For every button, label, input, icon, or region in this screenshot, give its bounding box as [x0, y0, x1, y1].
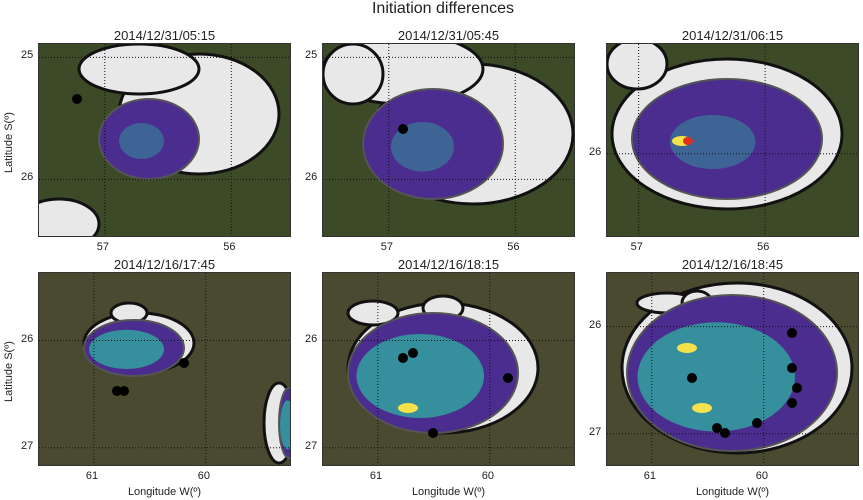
x-tick-label: 56	[757, 241, 770, 253]
initiation-marker	[72, 94, 82, 104]
high-value	[677, 343, 697, 353]
convective-core	[89, 329, 164, 369]
initiation-marker	[752, 418, 762, 428]
x-axis-label: Longitude W(º)	[695, 486, 770, 498]
x-tick-label: 61	[643, 470, 657, 482]
x-axis-label: Longitude W(º)	[411, 486, 486, 498]
initiation-marker	[503, 373, 513, 383]
map-image	[39, 273, 290, 465]
initiation-marker	[787, 398, 797, 408]
map-panel	[606, 43, 859, 237]
cloud	[39, 197, 101, 236]
convective-core	[119, 123, 164, 159]
map-image	[39, 44, 290, 236]
convective-core	[670, 115, 756, 169]
initiation-marker	[398, 353, 408, 363]
initiation-marker	[687, 373, 697, 383]
y-tick-label: 27	[589, 425, 602, 438]
y-tick-label: 26	[305, 171, 318, 184]
y-tick-label: 26	[589, 145, 602, 158]
map-image	[607, 273, 858, 465]
panel-title: 2014/12/16/17:45	[113, 257, 216, 272]
x-tick-label: 57	[630, 241, 643, 253]
convective-core	[391, 122, 454, 172]
map-panel	[38, 43, 291, 237]
map-panel	[322, 43, 575, 237]
initiation-marker	[787, 363, 797, 373]
y-tick-label: 25	[21, 49, 34, 62]
map-panel	[322, 272, 575, 466]
cloud	[607, 44, 669, 91]
x-tick-label: 61	[369, 470, 383, 482]
peak-value	[683, 137, 693, 145]
initiation-marker	[112, 386, 122, 396]
y-tick-label: 26	[21, 171, 34, 184]
cloud	[323, 44, 385, 106]
initiation-marker	[712, 423, 722, 433]
y-tick-label: 27	[21, 439, 34, 452]
convective-core	[637, 322, 795, 432]
x-tick-label: 56	[223, 241, 236, 253]
initiation-marker	[119, 386, 129, 396]
map-panel	[606, 272, 859, 466]
high-value	[692, 403, 712, 413]
cloud	[77, 44, 201, 96]
figure-title: Initiation differences	[371, 0, 514, 17]
panel-title: 2014/12/31/05:15	[113, 28, 216, 43]
panel-title: 2014/12/31/06:15	[681, 28, 784, 43]
panel-title: 2014/12/16/18:45	[681, 257, 784, 272]
map-image	[323, 44, 574, 236]
y-axis-label: Latitude S(º)	[3, 341, 15, 402]
map-panel	[38, 272, 291, 466]
x-tick-label: 56	[507, 241, 520, 253]
map-image	[607, 44, 858, 236]
x-tick-label: 57	[96, 241, 110, 253]
initiation-marker	[720, 428, 730, 438]
initiation-marker	[408, 348, 418, 358]
panel-title: 2014/12/31/05:45	[397, 28, 500, 43]
convective-core	[280, 400, 290, 450]
initiation-marker	[787, 328, 797, 338]
x-axis-label: Longitude W(º)	[127, 486, 202, 498]
initiation-marker	[398, 124, 408, 134]
initiation-marker	[179, 358, 189, 368]
convective-area	[631, 78, 823, 200]
y-tick-label: 27	[305, 439, 318, 452]
y-axis-label: Latitude S(º)	[3, 112, 15, 173]
x-tick-label: 57	[380, 241, 394, 253]
high-value	[398, 403, 418, 413]
initiation-marker	[428, 428, 438, 438]
convective-core	[356, 334, 484, 418]
initiation-marker	[792, 383, 802, 393]
panel-title: 2014/12/16/18:15	[397, 257, 500, 272]
x-tick-label: 61	[85, 470, 99, 482]
convective-area	[362, 88, 504, 200]
y-tick-label: 26	[305, 332, 318, 345]
x-tick-label: 60	[755, 470, 768, 482]
map-image	[323, 273, 574, 465]
cloud	[346, 299, 400, 327]
convective-area	[98, 98, 200, 180]
x-tick-label: 60	[481, 470, 495, 482]
y-tick-label: 25	[305, 49, 318, 62]
y-tick-label: 26	[589, 318, 602, 331]
y-tick-label: 26	[21, 332, 34, 345]
x-tick-label: 60	[197, 470, 211, 482]
